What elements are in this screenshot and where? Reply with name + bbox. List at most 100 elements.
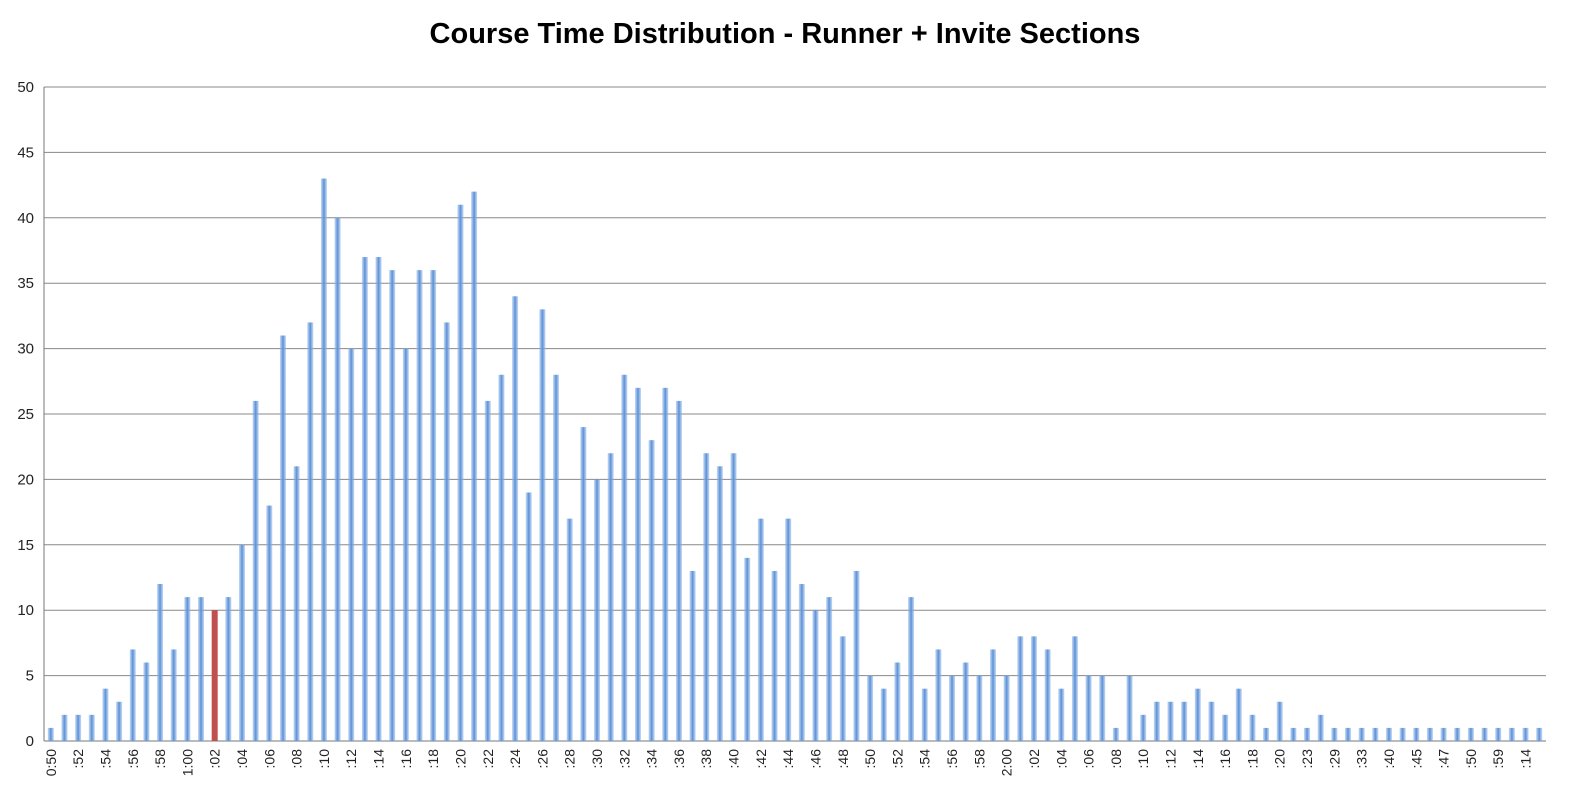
bar (1263, 727, 1270, 741)
bar (1167, 701, 1174, 741)
bar (471, 191, 478, 741)
x-tick-label: :28 (562, 749, 578, 769)
x-tick-label: :22 (480, 749, 496, 769)
x-tick-label: :06 (261, 749, 277, 769)
x-tick-label: :56 (944, 749, 960, 769)
bar (1249, 714, 1256, 741)
bar (1112, 727, 1119, 741)
bar (375, 257, 382, 741)
x-tick-label: :16 (398, 749, 414, 769)
bar (402, 348, 409, 741)
bar (279, 335, 286, 741)
bar (1181, 701, 1188, 741)
bar (853, 570, 860, 741)
bar (839, 636, 846, 741)
bar (1508, 727, 1515, 741)
bar (716, 466, 723, 741)
x-tick-label: :16 (1217, 749, 1233, 769)
bar (198, 597, 205, 741)
x-tick-label: :18 (425, 749, 441, 769)
x-tick-label: :04 (234, 749, 250, 769)
bar (1222, 714, 1229, 741)
x-tick-label: 1:00 (179, 749, 195, 776)
bar (921, 688, 928, 741)
x-tick-label: :50 (862, 749, 878, 769)
x-tick-label: :02 (1026, 749, 1042, 769)
bar (1372, 727, 1379, 741)
x-tick-label: :02 (207, 749, 223, 769)
x-tick-label: :52 (889, 749, 905, 769)
bar (1235, 688, 1242, 741)
bar (867, 675, 874, 741)
bar (880, 688, 887, 741)
bar (1467, 727, 1474, 741)
x-tick-label: 2:00 (999, 749, 1015, 776)
bar (621, 374, 628, 741)
bar (498, 374, 505, 741)
x-tick-label: :44 (780, 749, 796, 769)
x-tick-label: :24 (507, 749, 523, 769)
bar (334, 217, 341, 742)
bar (976, 675, 983, 741)
bar (143, 662, 150, 741)
bar (1385, 727, 1392, 741)
bar (430, 270, 437, 741)
bar (1345, 727, 1352, 741)
bar (798, 584, 805, 741)
bar (184, 597, 191, 741)
bar-highlight (211, 610, 218, 741)
bar (580, 427, 587, 741)
x-tick-label: :12 (1163, 749, 1179, 769)
x-tick-label: :45 (1408, 749, 1424, 769)
bar (771, 570, 778, 741)
bar (170, 649, 177, 741)
bar (962, 662, 969, 741)
bar (1317, 714, 1324, 741)
bar (525, 492, 532, 741)
x-tick-label: 0:50 (43, 749, 59, 776)
bar (1044, 649, 1051, 741)
x-tick-label: :54 (97, 749, 113, 769)
bar (539, 309, 546, 741)
bar (949, 675, 956, 741)
bar (1003, 675, 1010, 741)
x-tick-label: :14 (371, 749, 387, 769)
bar (61, 714, 68, 741)
x-tick-label: :10 (316, 749, 332, 769)
bar (607, 453, 614, 741)
x-tick-label: :29 (1326, 749, 1342, 769)
x-tick-label: :30 (589, 749, 605, 769)
bar (785, 518, 792, 741)
bar (1440, 727, 1447, 741)
bar (102, 688, 109, 741)
bar (416, 270, 423, 741)
bar (225, 597, 232, 741)
bar (1126, 675, 1133, 741)
x-tick-label: :42 (753, 749, 769, 769)
x-tick-label: :08 (1108, 749, 1124, 769)
x-tick-label: :23 (1299, 749, 1315, 769)
bar (730, 453, 737, 741)
bar (935, 649, 942, 741)
bar (757, 518, 764, 741)
bar (675, 400, 682, 741)
bar (1153, 701, 1160, 741)
x-tick-label: :50 (1463, 749, 1479, 769)
x-tick-label: :56 (125, 749, 141, 769)
x-tick-label: :04 (1053, 749, 1069, 769)
x-tick-label: :18 (1244, 749, 1260, 769)
bar (266, 505, 273, 741)
bar (1426, 727, 1433, 741)
bar (484, 400, 491, 741)
bar (634, 387, 641, 741)
bar (1085, 675, 1092, 741)
y-tick-label: 25 (17, 406, 34, 423)
bar (662, 387, 669, 741)
bar (1481, 727, 1488, 741)
bar (553, 374, 560, 741)
bar (594, 479, 601, 741)
y-tick-label: 50 (17, 79, 34, 96)
x-tick-label: :26 (534, 749, 550, 769)
bar (157, 584, 164, 741)
x-tick-label: :06 (1081, 749, 1097, 769)
